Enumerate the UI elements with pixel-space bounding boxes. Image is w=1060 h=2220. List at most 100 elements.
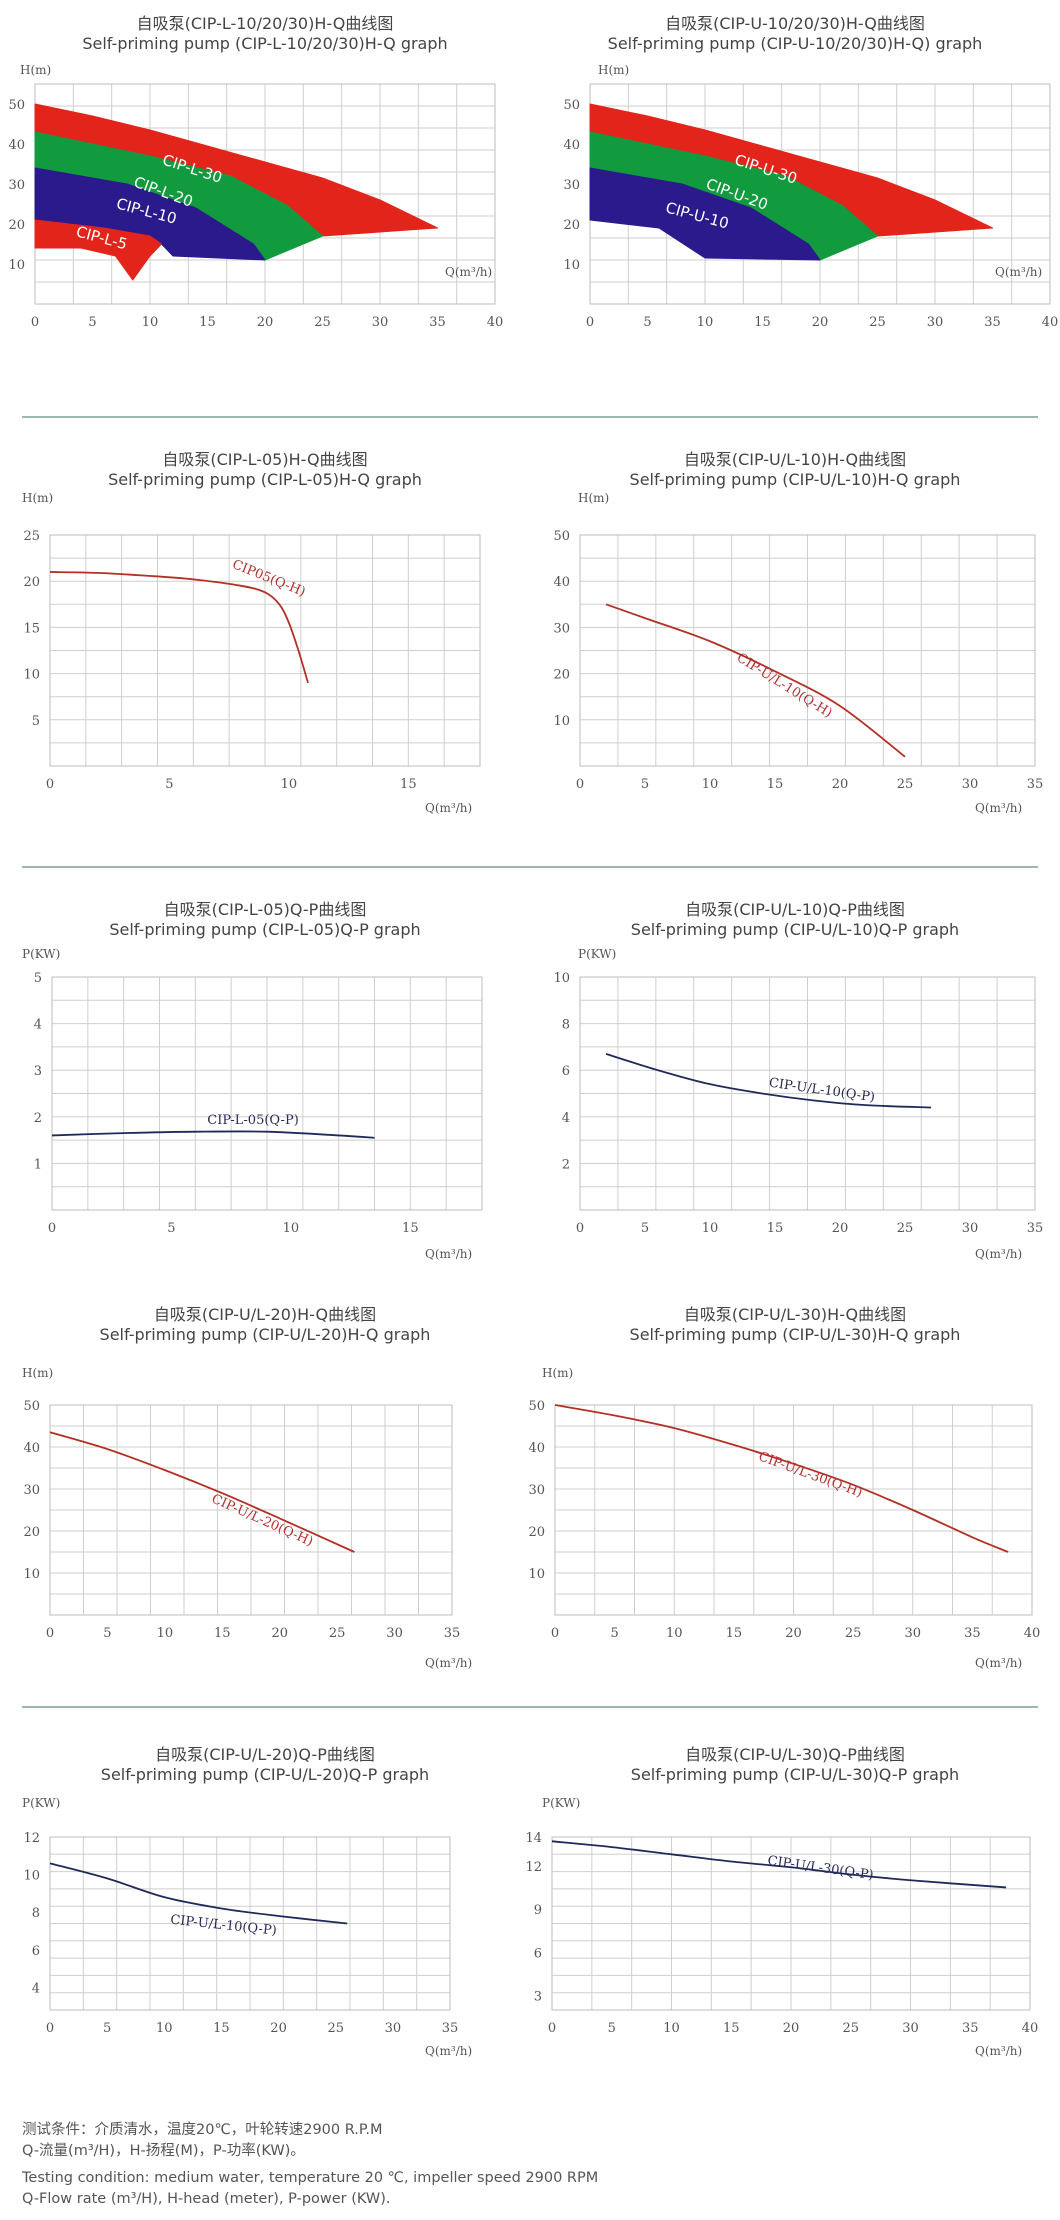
chart-title-en: Self-priming pump (CIP-U/L-20)Q-P graph <box>100 1765 430 1784</box>
line-series-0 <box>605 603 906 758</box>
x-tick-label: 5 <box>608 2021 616 2036</box>
x-tick-label: 15 <box>214 1626 231 1641</box>
grid <box>49 1404 453 1616</box>
x-tick-label: 10 <box>702 777 719 792</box>
chart-title-en: Self-priming pump (CIP-L-05)Q-P graph <box>109 920 421 939</box>
y-tick-label: 3 <box>534 1990 542 2005</box>
series-label-0: CIP-L-05(Q-P) <box>207 1113 299 1128</box>
y-axis-label: H(m) <box>598 63 629 77</box>
x-tick-label: 5 <box>88 315 96 330</box>
y-tick-label: 40 <box>8 138 25 153</box>
chart-plot: 0 5 10 15 20 25 30 35246810P(KW)Q(m³/h)CIP-U/L-… <box>553 947 1043 1261</box>
x-tick-label: 35 <box>442 2021 459 2036</box>
y-tick-label: 12 <box>525 1860 542 1875</box>
x-axis-label: Q(m³/h) <box>425 2044 472 2058</box>
chart-cip-ul-20-qp: 自吸泵(CIP-U/L-20)Q-P曲线图 Self-priming pump … <box>0 1745 530 2075</box>
plot-frame <box>579 534 1036 767</box>
x-tick-label: 15 <box>199 315 216 330</box>
x-tick-label: 0 <box>576 1221 584 1236</box>
x-tick-label: 35 <box>1027 777 1044 792</box>
line-series-0 <box>51 1130 375 1139</box>
plot-frame <box>49 1836 451 2011</box>
x-tick-label: 10 <box>666 1626 683 1641</box>
y-tick-label: 20 <box>528 1525 545 1540</box>
x-tick-label: 0 <box>551 1626 559 1641</box>
y-tick-label: 10 <box>553 714 570 729</box>
y-tick-label: 1 <box>34 1157 42 1172</box>
series-label-0: CIP-U/L-30(Q-P) <box>767 1853 875 1883</box>
x-tick-label: 15 <box>767 777 784 792</box>
x-tick-label: 35 <box>444 1626 461 1641</box>
x-tick-label: 30 <box>386 1626 403 1641</box>
line-series-0 <box>551 1840 1007 1889</box>
y-tick-label: 8 <box>562 1018 570 1033</box>
y-tick-label: 6 <box>562 1064 570 1079</box>
x-tick-label: 10 <box>157 1626 174 1641</box>
y-tick-label: 20 <box>23 1525 40 1540</box>
y-tick-label: 6 <box>32 1944 40 1959</box>
chart-title-cn: 自吸泵(CIP-U/L-10)Q-P曲线图 <box>685 900 905 919</box>
x-tick-label: 35 <box>984 315 1001 330</box>
plot-frame <box>51 976 483 1211</box>
chart-cip-ul-30-qp: 自吸泵(CIP-U/L-30)Q-P曲线图 Self-priming pump … <box>525 1745 1060 2075</box>
x-tick-label: 30 <box>962 777 979 792</box>
x-tick-label: 0 <box>46 2021 54 2036</box>
x-tick-label: 5 <box>641 1221 649 1236</box>
y-tick-label: 50 <box>23 1399 40 1414</box>
line-series-0 <box>554 1404 1009 1553</box>
y-tick-label: 12 <box>23 1831 40 1846</box>
x-tick-label: 25 <box>314 315 331 330</box>
y-tick-label: 20 <box>8 218 25 233</box>
y-axis-label: P(KW) <box>578 947 616 961</box>
x-tick-label: 40 <box>1024 1626 1041 1641</box>
x-axis-label: Q(m³/h) <box>975 1656 1022 1670</box>
x-axis-label: Q(m³/h) <box>975 1247 1022 1261</box>
x-tick-label: 20 <box>783 2021 800 2036</box>
y-axis-label: H(m) <box>20 63 51 77</box>
line-series-0 <box>49 1431 355 1553</box>
x-axis-label: Q(m³/h) <box>425 1656 472 1670</box>
y-tick-label: 40 <box>23 1441 40 1456</box>
plot-frame <box>49 1404 453 1616</box>
chart-title-cn: 自吸泵(CIP-U/L-20)H-Q曲线图 <box>153 1305 377 1324</box>
y-tick-label: 10 <box>563 258 580 273</box>
series-label-0: CIP-U/L-20(Q-H) <box>209 1492 315 1550</box>
y-tick-label: 2 <box>34 1111 42 1126</box>
chart-title-cn: 自吸泵(CIP-L-05)Q-P曲线图 <box>163 900 367 919</box>
plot-frame <box>49 534 481 767</box>
y-tick-label: 4 <box>32 1981 40 1996</box>
x-tick-label: 5 <box>641 777 649 792</box>
x-tick-label: 35 <box>964 1626 981 1641</box>
separator-3 <box>22 1706 1038 1708</box>
footer-legend-en: Q-Flow rate (m³/H), H-head (meter), P-po… <box>22 2191 391 2207</box>
y-axis-label: P(KW) <box>22 947 60 961</box>
y-tick-label: 40 <box>553 575 570 590</box>
x-tick-label: 5 <box>167 1221 175 1236</box>
grid <box>554 1404 1033 1616</box>
chart-title-cn: 自吸泵(CIP-U/L-10)H-Q曲线图 <box>683 450 907 469</box>
y-tick-label: 50 <box>553 529 570 544</box>
chart-title-cn: 自吸泵(CIP-U/L-30)H-Q曲线图 <box>683 1305 907 1324</box>
y-tick-label: 3 <box>34 1064 42 1079</box>
grid <box>579 534 1036 767</box>
chart-cip-l-hq: 自吸泵(CIP-L-10/20/30)H-Q曲线图 Self-priming p… <box>0 14 530 330</box>
x-tick-label: 5 <box>103 1626 111 1641</box>
y-tick-label: 15 <box>23 621 40 636</box>
y-axis-label: H(m) <box>578 491 609 505</box>
x-tick-label: 40 <box>487 315 504 330</box>
x-tick-label: 0 <box>31 315 39 330</box>
x-axis-label: Q(m³/h) <box>445 265 492 279</box>
chart-cip-ul-30-hq: 自吸泵(CIP-U/L-30)H-Q曲线图 Self-priming pump … <box>528 1305 1060 1685</box>
y-tick-label: 30 <box>563 178 580 193</box>
area-series-3 <box>34 219 162 281</box>
x-tick-label: 5 <box>643 315 651 330</box>
chart-title-en: Self-priming pump (CIP-U/L-30)Q-P graph <box>630 1765 960 1784</box>
x-tick-label: 30 <box>385 2021 402 2036</box>
x-tick-label: 15 <box>402 1221 419 1236</box>
y-tick-label: 4 <box>562 1111 570 1126</box>
y-tick-label: 50 <box>563 98 580 113</box>
chart-cip-l-05-hq: 自吸泵(CIP-L-05)H-Q曲线图 Self-priming pump (C… <box>0 450 530 830</box>
y-tick-label: 10 <box>23 1567 40 1582</box>
y-tick-label: 5 <box>34 971 42 986</box>
y-axis-label: P(KW) <box>542 1796 580 1810</box>
